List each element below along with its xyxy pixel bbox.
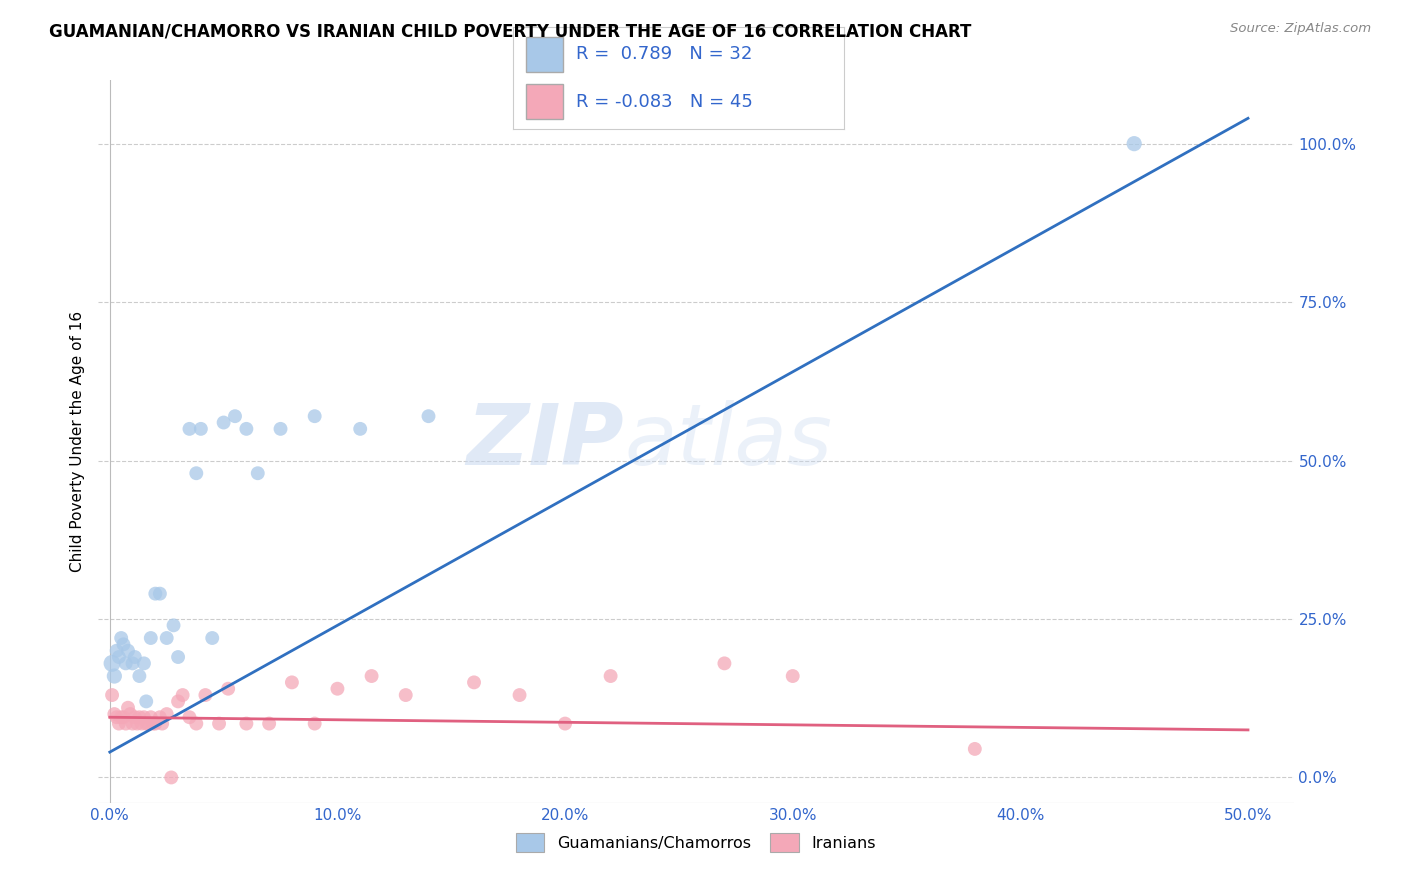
Point (127, 716, 149, 731)
Point (156, 707, 179, 722)
Point (128, 710, 150, 724)
Point (103, 669, 125, 683)
Point (131, 716, 153, 731)
Point (117, 700, 139, 714)
Point (246, 467, 269, 481)
Point (418, 409, 440, 424)
Point (120, 707, 142, 722)
Point (150, 716, 173, 731)
Point (132, 710, 155, 724)
Point (162, 618, 184, 632)
Point (190, 422, 212, 436)
Point (108, 716, 131, 731)
Point (963, 742, 986, 756)
Point (194, 688, 217, 702)
Point (179, 422, 201, 436)
Point (326, 681, 349, 696)
Point (105, 643, 128, 657)
Point (124, 710, 146, 724)
Point (360, 669, 382, 683)
Point (110, 710, 132, 724)
Text: R =  0.789   N = 32: R = 0.789 N = 32 (576, 45, 752, 63)
FancyBboxPatch shape (526, 84, 562, 119)
Point (112, 710, 135, 724)
FancyBboxPatch shape (526, 37, 562, 72)
Point (160, 771, 183, 785)
Text: R = -0.083   N = 45: R = -0.083 N = 45 (576, 93, 752, 111)
Point (208, 716, 231, 731)
Point (212, 416, 235, 430)
Point (132, 657, 155, 671)
Point (112, 637, 135, 651)
Point (135, 694, 157, 708)
Text: ZIP: ZIP (467, 400, 624, 483)
Point (304, 409, 326, 424)
Point (101, 688, 124, 702)
Text: atlas: atlas (624, 400, 832, 483)
Point (139, 710, 162, 724)
Point (235, 716, 257, 731)
Point (270, 422, 292, 436)
Point (304, 716, 326, 731)
Point (114, 657, 136, 671)
Text: Source: ZipAtlas.com: Source: ZipAtlas.com (1230, 22, 1371, 36)
Point (114, 716, 136, 731)
Point (108, 650, 131, 665)
Point (149, 710, 172, 724)
Point (179, 710, 201, 724)
Point (201, 631, 224, 645)
Point (186, 716, 208, 731)
Point (138, 716, 160, 731)
Point (110, 631, 132, 645)
Point (782, 669, 804, 683)
Point (186, 467, 208, 481)
Point (167, 650, 190, 665)
Point (156, 631, 179, 645)
Point (143, 716, 166, 731)
Point (142, 716, 165, 731)
Point (281, 675, 304, 690)
Point (117, 643, 139, 657)
Point (217, 681, 239, 696)
Point (135, 716, 157, 731)
Point (139, 631, 162, 645)
Point (128, 669, 150, 683)
Point (121, 657, 143, 671)
Point (167, 694, 190, 708)
Point (463, 675, 485, 690)
Point (143, 587, 166, 601)
Point (713, 657, 735, 671)
Point (257, 716, 280, 731)
Legend: Guamanians/Chamorros, Iranians: Guamanians/Chamorros, Iranians (508, 825, 884, 860)
Point (509, 688, 531, 702)
Point (124, 650, 146, 665)
Point (121, 716, 143, 731)
Point (554, 716, 576, 731)
Point (105, 710, 128, 724)
Point (599, 669, 621, 683)
Point (149, 587, 172, 601)
Point (349, 422, 371, 436)
Point (224, 409, 246, 424)
Point (395, 688, 418, 702)
Point (1123, 136, 1146, 151)
Point (101, 657, 124, 671)
Point (235, 422, 257, 436)
Y-axis label: Child Poverty Under the Age of 16: Child Poverty Under the Age of 16 (70, 311, 86, 572)
Point (103, 707, 125, 722)
Text: GUAMANIAN/CHAMORRO VS IRANIAN CHILD POVERTY UNDER THE AGE OF 16 CORRELATION CHAR: GUAMANIAN/CHAMORRO VS IRANIAN CHILD POVE… (49, 22, 972, 40)
Point (172, 688, 194, 702)
